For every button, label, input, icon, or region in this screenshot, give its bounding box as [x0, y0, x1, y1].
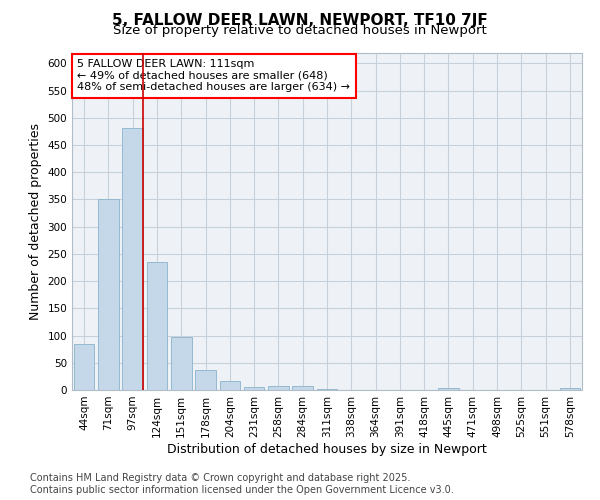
- X-axis label: Distribution of detached houses by size in Newport: Distribution of detached houses by size …: [167, 442, 487, 456]
- Bar: [98, 199, 119, 390]
- Bar: [195, 370, 216, 390]
- Bar: [171, 337, 191, 390]
- Bar: [292, 386, 313, 390]
- Text: 5 FALLOW DEER LAWN: 111sqm
← 49% of detached houses are smaller (648)
48% of sem: 5 FALLOW DEER LAWN: 111sqm ← 49% of deta…: [77, 59, 350, 92]
- Bar: [74, 344, 94, 390]
- Bar: [122, 128, 143, 390]
- Text: 5, FALLOW DEER LAWN, NEWPORT, TF10 7JF: 5, FALLOW DEER LAWN, NEWPORT, TF10 7JF: [112, 12, 488, 28]
- Bar: [220, 380, 240, 390]
- Bar: [268, 386, 289, 390]
- Bar: [438, 388, 459, 390]
- Text: Size of property relative to detached houses in Newport: Size of property relative to detached ho…: [113, 24, 487, 37]
- Text: Contains HM Land Registry data © Crown copyright and database right 2025.
Contai: Contains HM Land Registry data © Crown c…: [30, 474, 454, 495]
- Bar: [560, 388, 580, 390]
- Bar: [244, 388, 265, 390]
- Y-axis label: Number of detached properties: Number of detached properties: [29, 122, 42, 320]
- Bar: [146, 262, 167, 390]
